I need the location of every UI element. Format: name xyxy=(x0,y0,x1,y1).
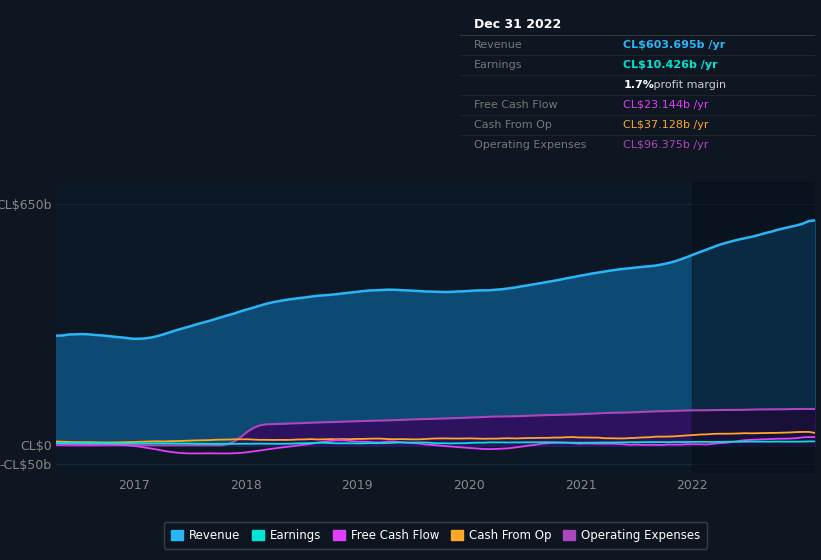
Bar xyxy=(692,182,821,473)
Text: Dec 31 2022: Dec 31 2022 xyxy=(475,18,562,31)
Text: Earnings: Earnings xyxy=(475,60,523,70)
Text: CL$603.695b /yr: CL$603.695b /yr xyxy=(623,40,726,50)
Text: Operating Expenses: Operating Expenses xyxy=(475,140,586,150)
Text: Revenue: Revenue xyxy=(475,40,523,50)
Text: Cash From Op: Cash From Op xyxy=(475,120,552,130)
Text: CL$37.128b /yr: CL$37.128b /yr xyxy=(623,120,709,130)
Text: CL$23.144b /yr: CL$23.144b /yr xyxy=(623,100,709,110)
Legend: Revenue, Earnings, Free Cash Flow, Cash From Op, Operating Expenses: Revenue, Earnings, Free Cash Flow, Cash … xyxy=(164,522,707,549)
Text: CL$96.375b /yr: CL$96.375b /yr xyxy=(623,140,709,150)
Text: CL$10.426b /yr: CL$10.426b /yr xyxy=(623,60,718,70)
Text: 1.7%: 1.7% xyxy=(623,80,654,90)
Text: profit margin: profit margin xyxy=(650,80,726,90)
Text: Free Cash Flow: Free Cash Flow xyxy=(475,100,557,110)
